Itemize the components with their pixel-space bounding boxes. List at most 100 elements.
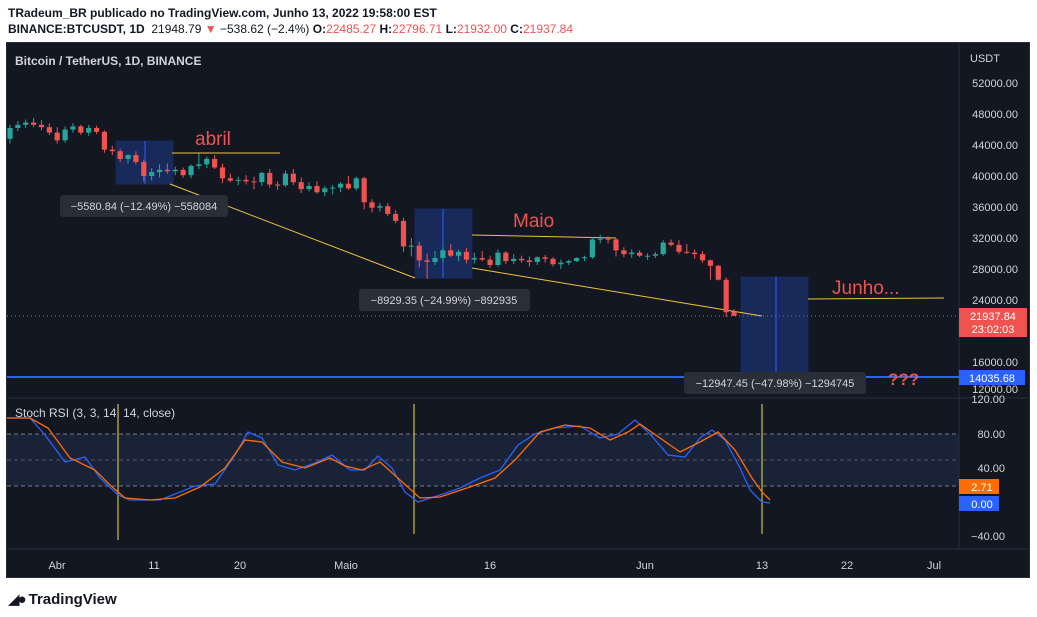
time-tick-label: Jun: [636, 560, 654, 572]
candle-body: [101, 131, 108, 150]
measure-box-junho[interactable]: [740, 276, 809, 373]
candle-body: [448, 250, 454, 256]
time-tick-label: 22: [841, 560, 853, 572]
low-value: 21932.00: [456, 22, 507, 36]
candle-body: [416, 245, 422, 261]
time-tick-label: 13: [756, 560, 768, 572]
candle-body: [400, 220, 407, 247]
stoch-tick-label: 80.00: [977, 429, 1005, 441]
annotation-abril: abril: [195, 129, 231, 150]
price-tick-label: 12000.00: [972, 384, 1018, 396]
candle-body: [274, 184, 281, 186]
measure-label-2: −8929.35 (−24.99%) −892935: [371, 295, 518, 307]
last-price-tag-value: 21937.84: [970, 311, 1016, 323]
candle-body: [243, 179, 249, 182]
candle-body: [7, 127, 13, 139]
candle-body: [566, 261, 572, 263]
price-change: −538.62 (−2.4%): [219, 22, 310, 36]
candle-body: [38, 124, 45, 128]
measure-label-3: −12947.45 (−47.98%) −1294745: [696, 378, 855, 390]
high-value: 22796.71: [392, 22, 443, 36]
candle-body: [70, 126, 76, 130]
measure-label-3-bg: [684, 372, 866, 394]
stoch-d-tag-value: 2.71: [971, 482, 992, 494]
candle-body: [692, 252, 698, 255]
time-tick-label: Abr: [48, 560, 65, 572]
candle-body: [511, 258, 517, 262]
close-label: C:: [510, 22, 523, 36]
countdown-label: 23:02:03: [972, 324, 1015, 336]
resistance-junho[interactable]: [807, 297, 945, 300]
candle-body: [660, 242, 666, 255]
candle-body: [479, 258, 485, 260]
candle-body: [574, 258, 580, 262]
last-price: 21948.79: [151, 22, 202, 36]
time-axis[interactable]: Abr 11 20 Maio 16 Jun 13 22 Jul: [48, 560, 941, 572]
candle-body: [235, 179, 241, 181]
candle-body: [156, 169, 163, 173]
candle-body: [432, 258, 438, 262]
candle-body: [440, 250, 446, 259]
price-axis[interactable]: 52000.00 48000.00 44000.00 40000.00 36000.00…: [972, 78, 1018, 396]
time-tick-label: 11: [148, 560, 159, 572]
candle-body: [267, 172, 273, 185]
candle-body: [495, 252, 501, 266]
candle-body: [345, 183, 352, 189]
trend-line-2[interactable]: [471, 267, 763, 317]
candle-body: [219, 167, 226, 179]
measure-label-1: −5580.84 (−12.49%) −558084: [71, 201, 218, 213]
candle-body: [621, 250, 627, 255]
price-tick-label: 44000.00: [972, 140, 1018, 152]
candle-body: [676, 244, 682, 252]
candle-body: [731, 311, 737, 316]
tradingview-logo-text: TradingView: [28, 590, 117, 608]
candle-body: [322, 188, 328, 193]
price-tick-label: 48000.00: [972, 109, 1018, 121]
support-tag-value: 14035.68: [969, 373, 1015, 385]
candle-body: [668, 242, 674, 245]
candle-body: [503, 252, 509, 262]
candle-body: [463, 251, 470, 260]
resistance-maio[interactable]: [471, 234, 617, 239]
price-tick-label: 28000.00: [972, 264, 1018, 276]
candle-body: [204, 158, 210, 165]
main-pane-title: Bitcoin / TetherUS, 1D, BINANCE: [15, 54, 201, 68]
stoch-d-line: [7, 417, 771, 501]
candle-body: [605, 238, 611, 240]
candle-body: [534, 257, 540, 262]
high-label: H:: [379, 22, 393, 36]
price-tick-label: 36000.00: [972, 202, 1018, 214]
price-tick-label: 40000.00: [972, 171, 1018, 183]
candle-body: [149, 172, 155, 176]
price-tick-label: 16000.00: [972, 357, 1018, 369]
candle-body: [377, 206, 383, 208]
measure-label-2-bg: [359, 289, 530, 311]
candle-body: [31, 122, 37, 125]
stoch-pane-title: Stoch RSI (3, 3, 14, 14, close): [15, 406, 175, 420]
time-tick-label: 16: [484, 560, 496, 572]
measure-label-1-bg: [60, 195, 228, 217]
candle-body: [54, 132, 60, 141]
stoch-axis[interactable]: 120.00 80.00 40.00 −40.00: [971, 394, 1005, 543]
candle-body: [487, 259, 493, 266]
tradingview-logo[interactable]: ◢● TradingView: [8, 590, 117, 609]
candle-body: [684, 251, 690, 253]
candle-body: [518, 258, 525, 261]
currency-label: USDT: [970, 53, 1000, 65]
support-tag: [959, 370, 1025, 385]
open-label: O:: [312, 22, 327, 36]
candle-body: [196, 164, 202, 166]
candle-body: [699, 254, 706, 261]
candle-body: [589, 239, 595, 258]
tradingview-logo-icon: ◢●: [8, 591, 27, 608]
candle-body: [164, 169, 170, 172]
candle-body: [613, 239, 619, 251]
candle-body: [353, 178, 359, 189]
candle-body: [109, 149, 115, 152]
candle-body: [227, 178, 233, 181]
candle-body: [637, 252, 643, 256]
candle-body: [133, 155, 139, 163]
close-value: 21937.84: [522, 22, 574, 36]
candle-body: [629, 252, 635, 255]
